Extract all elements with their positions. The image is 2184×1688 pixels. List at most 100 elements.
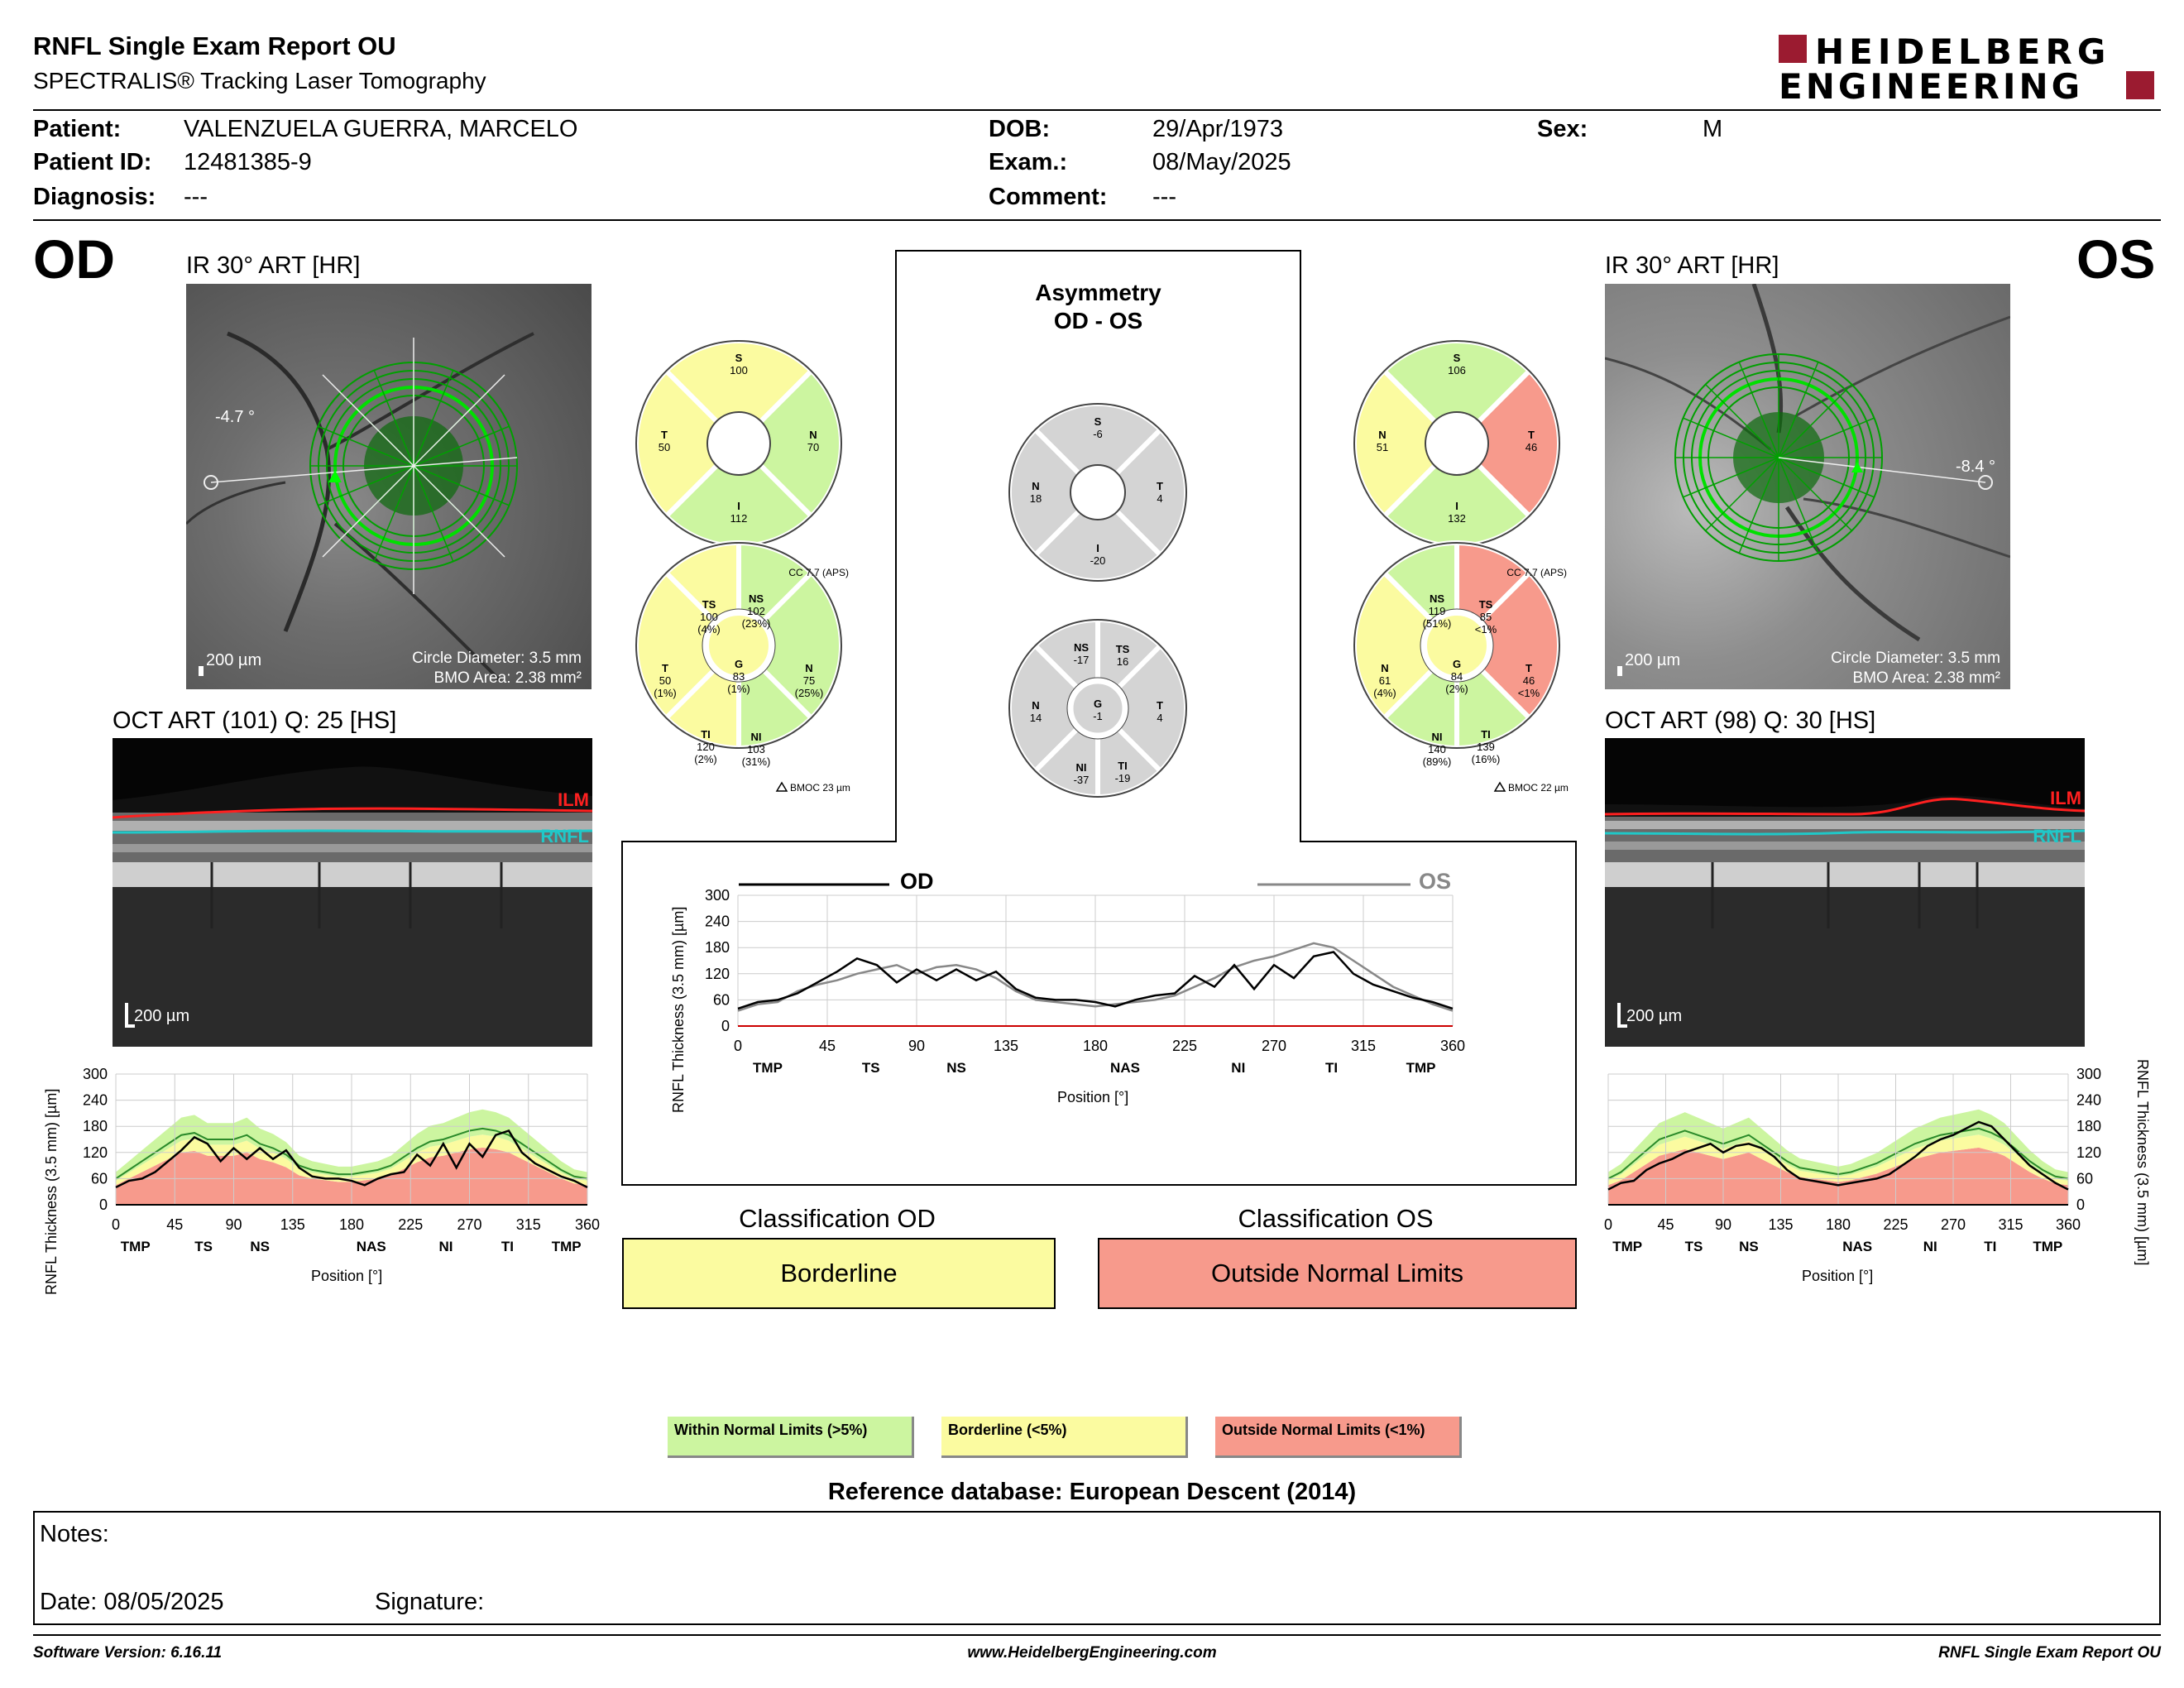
od-chart-ytick-300: 300 — [83, 1066, 108, 1082]
sex-value: M — [1703, 116, 1723, 142]
center-legend-od: OD — [900, 869, 934, 894]
patient-id: 12481385-9 — [184, 149, 312, 175]
exam-date: 08/May/2025 — [1152, 149, 1291, 175]
os-chart-ytick-240: 240 — [2076, 1092, 2101, 1109]
website-link[interactable]: www.HeidelbergEngineering.com — [967, 1644, 1217, 1662]
os-chart-sector-NS-2: NS — [1739, 1239, 1759, 1254]
legend-outside-normal: Outside Normal Limits (<1%) — [1215, 1417, 1462, 1458]
patient-label: Patient: — [33, 116, 122, 142]
asymmetry-subtitle: OD - OS — [1053, 308, 1143, 333]
os-chart-sector-TMP-6: TMP — [2033, 1239, 2062, 1254]
od-chart-xtick-225: 225 — [398, 1216, 423, 1233]
signature-label: Signature: — [375, 1589, 485, 1615]
os-chart-xtick-135: 135 — [1768, 1216, 1793, 1233]
od-chart-ytick-0: 0 — [99, 1196, 108, 1213]
header-divider — [33, 109, 2161, 111]
report-title: RNFL Single Exam Report OU — [33, 31, 396, 60]
od-chart-sector-TMP-6: TMP — [552, 1239, 582, 1254]
center-chart-xtick-90: 90 — [908, 1038, 925, 1054]
notes-box[interactable] — [33, 1511, 2161, 1625]
logo-square-bottom — [2126, 71, 2154, 99]
od-rnfl-label: RNFL — [540, 826, 589, 846]
os-sector-g — [1420, 609, 1493, 682]
os-chart-xtick-45: 45 — [1657, 1216, 1674, 1233]
os-oct-bscan-image: ILM RNFL 200 µm — [1605, 738, 2085, 1047]
center-chart-ytick-0: 0 — [721, 1018, 730, 1034]
classification-os-title: Classification OS — [1238, 1204, 1434, 1233]
asym-quad-t-value: 4 — [1157, 492, 1163, 505]
os-chart-xtick-0: 0 — [1604, 1216, 1612, 1233]
os-chart-xtick-315: 315 — [1998, 1216, 2023, 1233]
comment-value: --- — [1152, 184, 1176, 210]
os-chart-ytick-0: 0 — [2076, 1196, 2085, 1213]
od-oct-scale: 200 µm — [134, 1007, 190, 1025]
center-chart-ytick-60: 60 — [713, 991, 730, 1008]
center-chart-ytick-240: 240 — [705, 914, 730, 930]
od-chart-ylabel: RNFL Thickness (3.5 mm) [µm] — [43, 1088, 60, 1295]
os-chart-sector-TI-5: TI — [1984, 1239, 1996, 1254]
asym-quad-i-value: -20 — [1090, 554, 1106, 567]
od-sector-chart — [634, 539, 844, 751]
od-chart-sector-TI-5: TI — [501, 1239, 514, 1254]
diagnosis-label: Diagnosis: — [33, 184, 156, 210]
od-ir-title: IR 30° ART [HR] — [186, 252, 361, 279]
center-chart-xtick-225: 225 — [1172, 1038, 1197, 1054]
comment-label: Comment: — [989, 184, 1108, 210]
od-chart-xtick-180: 180 — [339, 1216, 364, 1233]
patient-id-label: Patient ID: — [33, 149, 152, 175]
os-chart-ytick-60: 60 — [2076, 1170, 2093, 1187]
os-circle-diameter: Circle Diameter: 3.5 mm — [1831, 650, 2000, 667]
od-quad-s-value: 100 — [730, 364, 748, 376]
center-chart-sector-TMP-6: TMP — [1406, 1060, 1436, 1076]
od-bmo-area: BMO Area: 2.38 mm² — [433, 669, 582, 687]
os-ir-scale: 200 µm — [1625, 651, 1681, 669]
software-version: Software Version: 6.16.11 — [33, 1644, 223, 1662]
os-rnfl-label: RNFL — [2033, 826, 2081, 846]
od-chart-xtick-45: 45 — [166, 1216, 183, 1233]
os-chart-sector-TS-1: TS — [1685, 1239, 1703, 1254]
od-chart-xtick-315: 315 — [516, 1216, 541, 1233]
classification-os-value: Outside Normal Limits — [1098, 1238, 1577, 1309]
os-chart-ytick-180: 180 — [2076, 1118, 2101, 1134]
center-chart-sector-TI-5: TI — [1325, 1060, 1338, 1076]
center-chart-os-compare-line — [737, 942, 1454, 1012]
center-legend-os: OS — [1419, 869, 1452, 894]
os-chart-ylabel: RNFL Thickness (3.5 mm) [µm] — [2134, 1059, 2151, 1266]
notes-label: Notes: — [40, 1521, 109, 1547]
classification-od-title: Classification OD — [739, 1204, 936, 1233]
os-oct-scale: 200 µm — [1626, 1007, 1683, 1025]
os-chart-xtick-225: 225 — [1883, 1216, 1908, 1233]
exam-label: Exam.: — [989, 149, 1068, 175]
center-chart-xtick-270: 270 — [1262, 1038, 1286, 1054]
asym-sector-chart — [1006, 616, 1190, 800]
os-ir-title: IR 30° ART [HR] — [1605, 252, 1779, 279]
os-chart-os-tsnit-line — [1607, 1120, 2069, 1191]
center-chart-xtick-0: 0 — [734, 1038, 742, 1054]
logo-text-1: HEIDELBERG — [1815, 31, 2111, 72]
center-chart-ytick-180: 180 — [705, 939, 730, 956]
footer-divider — [33, 1634, 2161, 1636]
od-chart-xlabel: Position [°] — [311, 1268, 383, 1284]
od-chart-ytick-60: 60 — [91, 1170, 108, 1187]
center-chart-xtick-360: 360 — [1440, 1038, 1465, 1054]
os-ilm-label: ILM — [2050, 788, 2081, 808]
asym-quad-s-value: -6 — [1093, 428, 1103, 440]
heidelberg-logo: HEIDELBERG ENGINEERING — [1779, 31, 2159, 107]
os-quadrant-chart — [1352, 338, 1562, 549]
center-chart-xlabel: Position [°] — [1057, 1089, 1129, 1105]
od-chart-ytick-180: 180 — [83, 1118, 108, 1134]
center-chart-od-compare-line — [737, 951, 1454, 1010]
od-chart-sector-NAS-3: NAS — [357, 1239, 386, 1254]
os-chart-xlabel: Position [°] — [1802, 1268, 1874, 1284]
os-bmoc-icon — [1493, 781, 1506, 792]
os-chart-xtick-270: 270 — [1941, 1216, 1966, 1233]
reference-database: Reference database: European Descent (20… — [827, 1479, 1357, 1505]
od-circle-diameter: Circle Diameter: 3.5 mm — [412, 650, 582, 667]
od-eye-label: OD — [33, 228, 115, 290]
os-quad-i-value: 132 — [1448, 512, 1466, 525]
patient-divider — [33, 219, 2161, 221]
center-chart-xtick-135: 135 — [994, 1038, 1018, 1054]
od-bmoc-icon — [775, 781, 788, 792]
od-oct-bscan-image: ILM RNFL 200 µm — [113, 738, 592, 1047]
